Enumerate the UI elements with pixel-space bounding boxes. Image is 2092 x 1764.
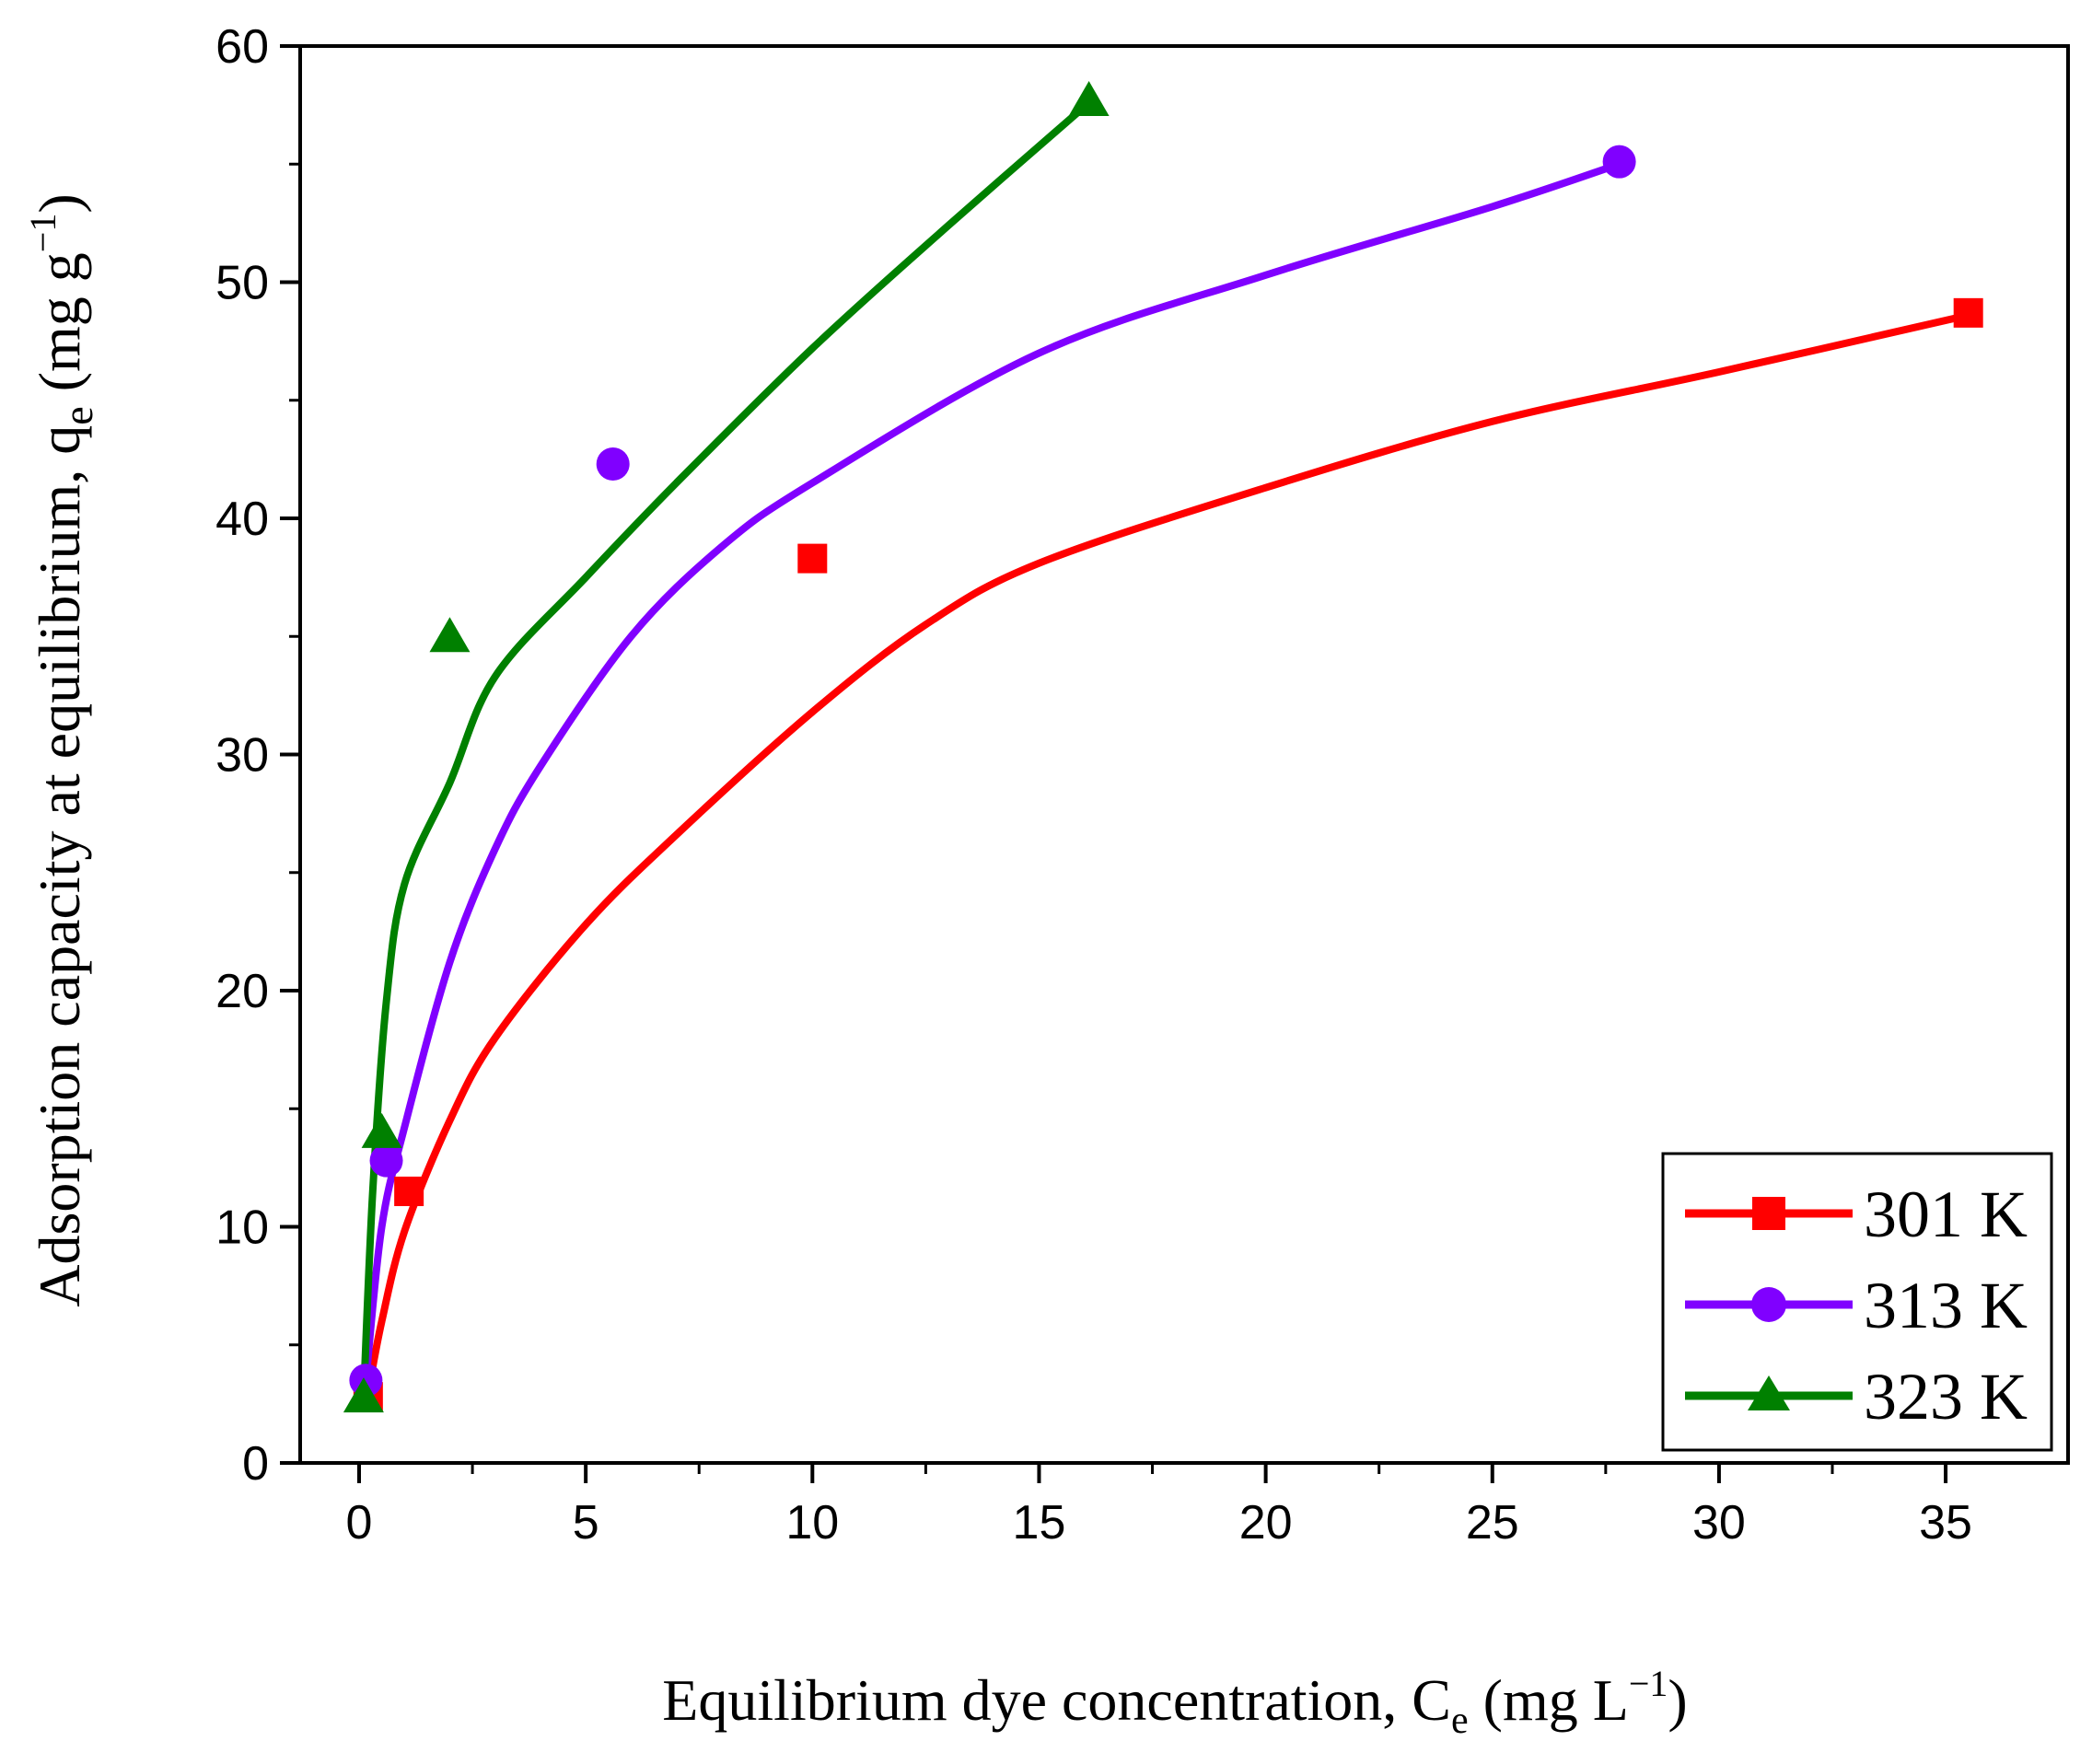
x-tick-label: 30 bbox=[1692, 1496, 1746, 1549]
legend-label-301k: 301 K bbox=[1864, 1178, 2028, 1251]
legend-entry-313k: 313 K bbox=[1685, 1269, 2028, 1342]
y-tick-label: 30 bbox=[215, 729, 269, 783]
x-tick-label: 35 bbox=[1919, 1496, 1972, 1549]
ticks: 0 5 10 15 20 25 30 35 0 10 20 30 40 50 60 bbox=[215, 20, 1972, 1549]
data-point-313k bbox=[1602, 145, 1636, 179]
data-point-313k bbox=[596, 447, 630, 482]
x-tick-label: 10 bbox=[785, 1496, 839, 1549]
x-tick-label: 0 bbox=[346, 1496, 373, 1549]
fit-curve-301k bbox=[364, 311, 1972, 1396]
x-tick-label: 5 bbox=[573, 1496, 599, 1549]
legend-label-313k: 313 K bbox=[1864, 1269, 2028, 1342]
data-point-301k bbox=[1953, 297, 1983, 328]
data-point-323k bbox=[343, 1377, 384, 1413]
fit-curve-313k bbox=[362, 160, 1623, 1385]
fit-curves bbox=[359, 99, 1972, 1401]
y-tick-label: 50 bbox=[215, 257, 269, 310]
data-point-301k bbox=[797, 543, 828, 574]
data-point-301k bbox=[394, 1177, 424, 1207]
data-point-323k bbox=[361, 1112, 402, 1148]
data-point-323k bbox=[1068, 80, 1110, 116]
legend-label-323k: 323 K bbox=[1864, 1360, 2028, 1433]
data-markers bbox=[343, 80, 1983, 1413]
x-tick-label: 15 bbox=[1013, 1496, 1066, 1549]
legend-marker-313k bbox=[1751, 1287, 1786, 1322]
data-point-323k bbox=[429, 617, 471, 653]
fit-curve-323k bbox=[359, 99, 1093, 1401]
y-tick-label: 60 bbox=[215, 20, 269, 74]
legend-entry-323k: 323 K bbox=[1685, 1360, 2028, 1433]
legend-entry-301k: 301 K bbox=[1685, 1178, 2028, 1251]
data-point-313k bbox=[369, 1143, 403, 1178]
x-axis-title: Equilibrium dye concentration, Ce (mg L−… bbox=[662, 1663, 1687, 1742]
x-tick-label: 20 bbox=[1239, 1496, 1293, 1549]
legend-marker-301k bbox=[1752, 1197, 1785, 1230]
legend: 301 K 313 K 323 K bbox=[1661, 1152, 2053, 1452]
y-axis-title: Adsorption capacity at equilibrium, qe (… bbox=[22, 193, 101, 1306]
legend-marker-323k bbox=[1748, 1375, 1790, 1410]
y-tick-label: 0 bbox=[242, 1437, 269, 1491]
x-tick-label: 25 bbox=[1466, 1496, 1519, 1549]
y-tick-label: 40 bbox=[215, 493, 269, 546]
y-tick-label: 10 bbox=[215, 1201, 269, 1255]
y-tick-label: 20 bbox=[215, 965, 269, 1018]
